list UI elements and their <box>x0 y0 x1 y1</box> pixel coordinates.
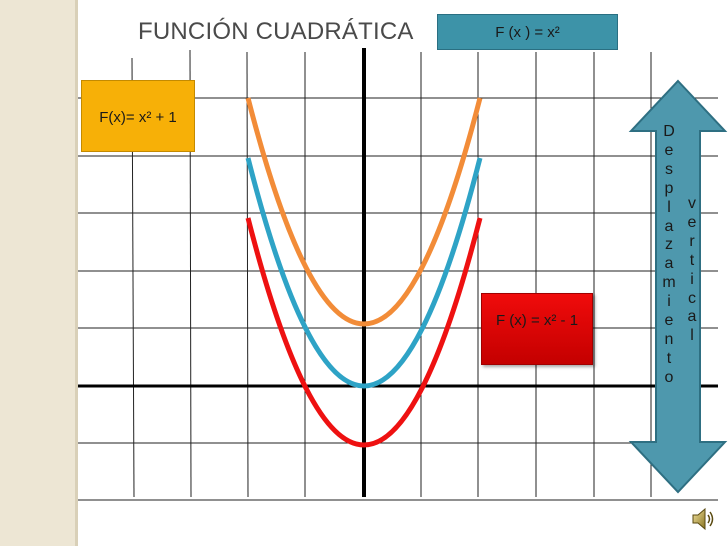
arrow-letter: i <box>690 270 694 288</box>
arrow-letter: c <box>688 289 696 307</box>
parabola-x2 <box>245 157 483 389</box>
arrow-letter: o <box>664 368 674 386</box>
arrow-letter: a <box>664 217 674 235</box>
arrow-letter: z <box>665 236 673 254</box>
label-minus-one-function: F (x) = x² - 1 <box>481 293 593 365</box>
speaker-icon[interactable] <box>690 506 714 532</box>
double-arrow-icon <box>628 79 728 494</box>
arrow-letter: a <box>664 255 674 273</box>
arrow-letter: e <box>687 213 697 231</box>
arrow-letter: D <box>663 123 675 140</box>
parabola-x2-plus-1 <box>245 97 483 327</box>
horizontal-gridlines <box>78 97 718 501</box>
arrow-letter: m <box>662 274 676 292</box>
arrow-letter: s <box>665 160 673 178</box>
arrow-letter: t <box>689 251 695 269</box>
arrow-letter: e <box>664 141 674 159</box>
arrow-letter: v <box>688 195 696 212</box>
arrow-letter: n <box>664 330 674 348</box>
left-margin-strip <box>0 0 78 546</box>
arrow-letter: e <box>664 312 674 330</box>
arrow-letter: t <box>666 349 672 367</box>
gridline-v <box>246 51 249 498</box>
parabola-x2-minus-1 <box>245 217 483 448</box>
arrow-letter: r <box>689 232 695 250</box>
label-plus-one-function: F(x)= x² + 1 <box>81 80 195 152</box>
arrow-letter: i <box>667 293 671 311</box>
page-title: FUNCIÓN CUADRÁTICA <box>138 18 414 45</box>
arrow-letter: a <box>687 308 697 326</box>
label-base-function: F (x ) = x² <box>437 14 618 50</box>
arrow-letter: l <box>667 198 671 216</box>
arrow-letter: p <box>664 179 674 197</box>
arrow-letter: l <box>690 327 694 345</box>
